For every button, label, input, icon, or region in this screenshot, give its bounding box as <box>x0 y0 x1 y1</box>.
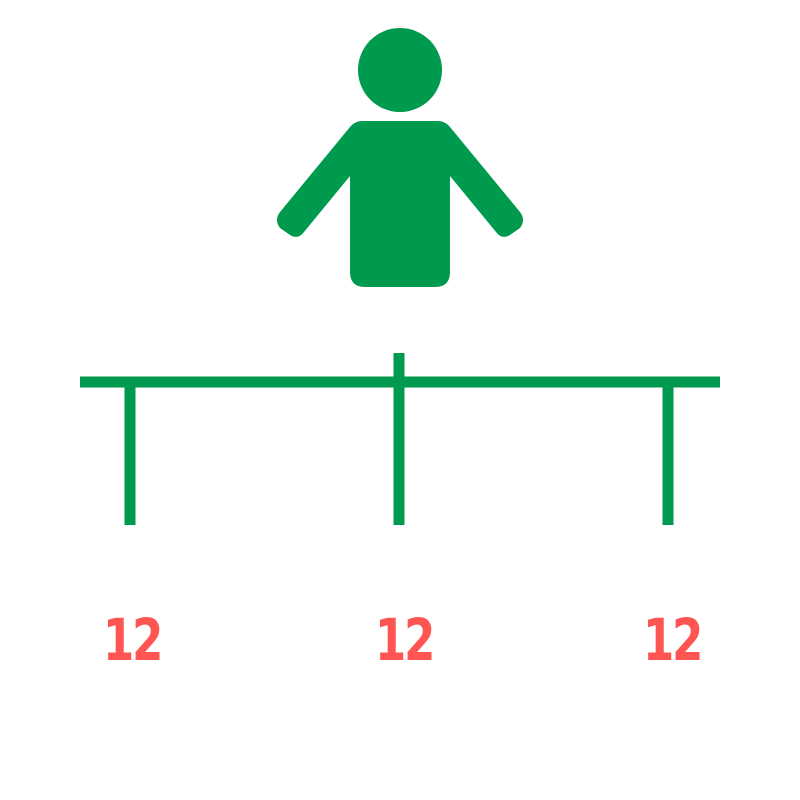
person-icon <box>277 28 523 287</box>
person-head <box>358 28 442 112</box>
leaf-label-center: 12 <box>374 606 436 674</box>
leaf-label-right: 12 <box>642 606 704 674</box>
leaf-label-left: 12 <box>102 606 164 674</box>
tree-connectors <box>80 353 720 525</box>
person-body <box>277 121 523 287</box>
